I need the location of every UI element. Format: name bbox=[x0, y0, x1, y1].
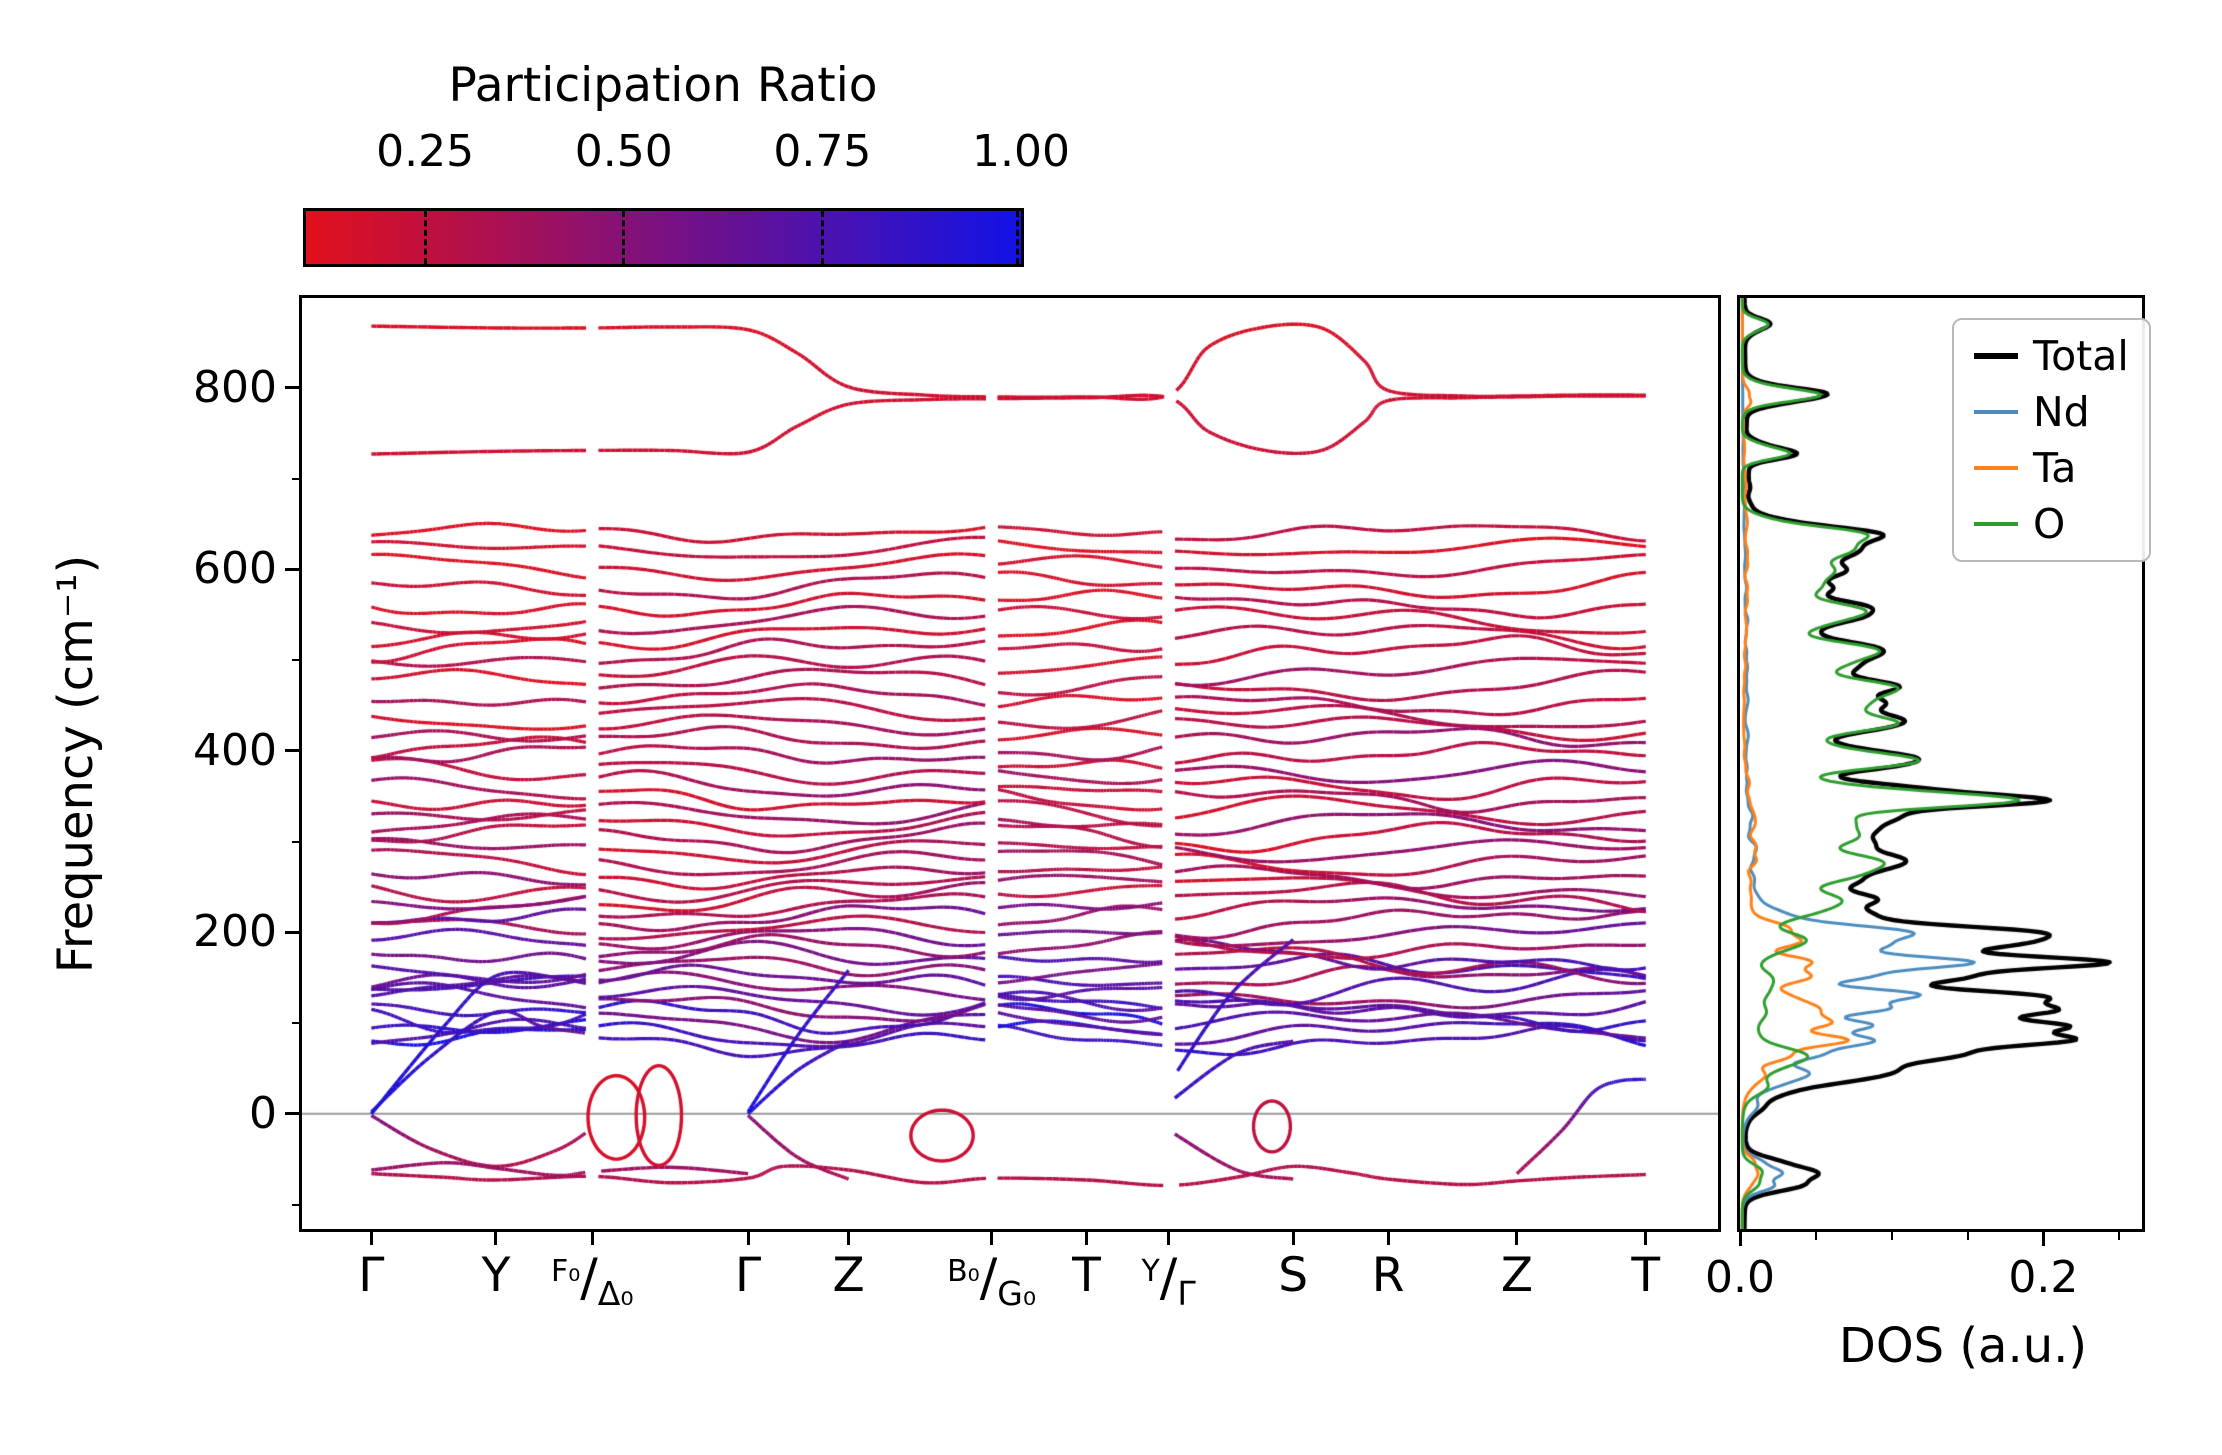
kpoint-label: Z bbox=[832, 1248, 865, 1303]
kpoint-tick bbox=[746, 1232, 750, 1245]
y-major-tick bbox=[285, 1112, 299, 1116]
legend-item-o: O bbox=[1974, 502, 2129, 546]
colorbar-tick-line bbox=[1016, 211, 1019, 264]
kpoint-label-slash: / bbox=[580, 1248, 598, 1308]
y-axis-label: Frequency (cm⁻¹) bbox=[48, 554, 104, 974]
y-tick-label: 800 bbox=[193, 361, 277, 413]
kpoint-tick bbox=[1644, 1232, 1648, 1245]
kpoint-tick bbox=[590, 1232, 594, 1245]
colorbar-tick-label: 0.25 bbox=[376, 126, 475, 177]
legend-line-swatch bbox=[1974, 466, 2018, 470]
colorbar-tick-line bbox=[622, 211, 626, 264]
colorbar bbox=[303, 208, 1024, 267]
kpoint-label-slash: / bbox=[1159, 1248, 1178, 1308]
kpoint-label-upper: B₀ bbox=[947, 1254, 980, 1289]
kpoint-label: R bbox=[1371, 1248, 1405, 1303]
colorbar-title: Participation Ratio bbox=[448, 58, 878, 113]
kpoint-label: Γ bbox=[358, 1248, 385, 1303]
dos-x-axis-label: DOS (a.u.) bbox=[1838, 1318, 2088, 1374]
dos-legend: Total Nd Ta O bbox=[1952, 318, 2151, 562]
y-tick-label: 600 bbox=[193, 543, 277, 595]
kpoint-label-upper: Y bbox=[1141, 1254, 1160, 1289]
dos-minor-tick bbox=[1890, 1232, 1893, 1240]
legend-line-swatch bbox=[1974, 353, 2018, 359]
kpoint-label-lower: Γ bbox=[1177, 1274, 1196, 1313]
kpoint-label: Z bbox=[1500, 1248, 1534, 1303]
kpoint-tick bbox=[847, 1232, 851, 1245]
y-tick-label: 0 bbox=[249, 1087, 277, 1139]
y-minor-tick bbox=[292, 1022, 300, 1025]
y-major-tick bbox=[285, 930, 299, 934]
y-minor-tick bbox=[292, 840, 300, 843]
kpoint-label-lower: G₀ bbox=[997, 1274, 1037, 1313]
kpoint-label-upper: F₀ bbox=[550, 1254, 581, 1289]
colorbar-tick-label: 0.50 bbox=[574, 126, 673, 177]
kpoint-tick bbox=[1167, 1232, 1171, 1245]
legend-label: Total bbox=[2033, 332, 2129, 380]
kpoint-label: Γ bbox=[734, 1248, 762, 1303]
kpoint-label: T bbox=[1631, 1248, 1661, 1303]
dos-minor-tick bbox=[2118, 1232, 2121, 1240]
y-tick-label: 400 bbox=[193, 724, 277, 776]
legend-label: O bbox=[2033, 500, 2066, 548]
kpoint-label: B₀/G₀ bbox=[947, 1248, 1036, 1313]
kpoint-tick bbox=[1386, 1232, 1390, 1245]
kpoint-tick bbox=[369, 1232, 373, 1245]
kpoint-label-slash: / bbox=[979, 1248, 998, 1308]
dos-major-tick bbox=[2041, 1232, 2045, 1246]
kpoint-tick bbox=[1515, 1232, 1519, 1245]
kpoint-label: Y/Γ bbox=[1141, 1248, 1195, 1313]
legend-line-swatch bbox=[1974, 522, 2018, 526]
kpoint-tick bbox=[990, 1232, 994, 1245]
legend-item-total: Total bbox=[1974, 334, 2129, 378]
kpoint-tick bbox=[1291, 1232, 1295, 1245]
kpoint-tick bbox=[494, 1232, 498, 1245]
colorbar-tick-label: 0.75 bbox=[773, 126, 872, 177]
dos-minor-tick bbox=[1966, 1232, 1969, 1240]
dos-minor-tick bbox=[1814, 1232, 1817, 1240]
kpoint-label: Y bbox=[481, 1248, 511, 1303]
y-major-tick bbox=[285, 749, 299, 753]
kpoint-label: F₀/Δ₀ bbox=[550, 1248, 634, 1313]
band-structure-plot bbox=[302, 298, 1718, 1229]
dos-major-tick bbox=[1738, 1232, 1742, 1246]
y-tick-label: 200 bbox=[193, 906, 277, 958]
dos-tick-label: 0.0 bbox=[1705, 1252, 1775, 1303]
legend-item-ta: Ta bbox=[1974, 446, 2129, 490]
y-minor-tick bbox=[292, 659, 300, 662]
dos-tick-label: 0.2 bbox=[2008, 1252, 2079, 1303]
y-major-tick bbox=[285, 386, 299, 390]
legend-item-nd: Nd bbox=[1974, 390, 2129, 434]
kpoint-label: S bbox=[1278, 1248, 1309, 1303]
y-minor-tick bbox=[292, 477, 300, 480]
colorbar-tick-line bbox=[820, 211, 824, 264]
kpoint-label-lower: Δ₀ bbox=[597, 1274, 634, 1313]
y-major-tick bbox=[285, 567, 299, 571]
legend-label: Ta bbox=[2033, 444, 2077, 492]
kpoint-tick bbox=[1084, 1232, 1088, 1245]
colorbar-tick-line bbox=[423, 211, 427, 264]
kpoint-label: T bbox=[1072, 1248, 1101, 1303]
legend-line-swatch bbox=[1974, 410, 2018, 414]
legend-label: Nd bbox=[2033, 388, 2090, 436]
y-minor-tick bbox=[292, 1203, 300, 1206]
colorbar-tick-label: 1.00 bbox=[972, 126, 1070, 177]
